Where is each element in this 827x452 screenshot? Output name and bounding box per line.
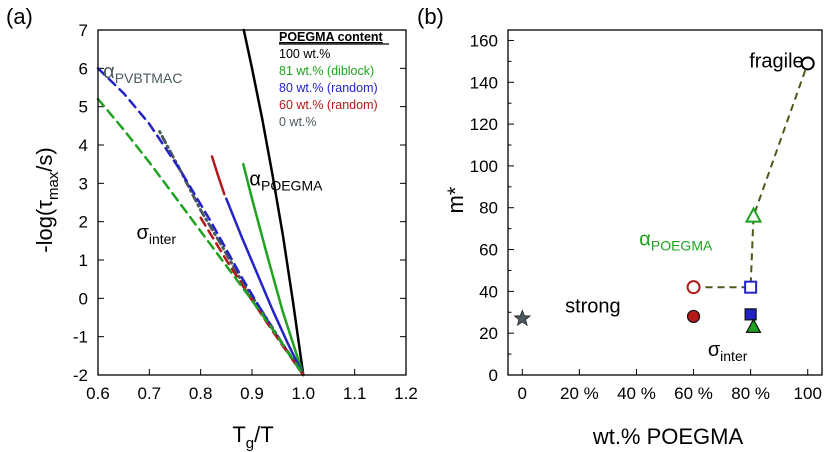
y-tick-label: -2 — [73, 366, 88, 385]
panel-a-plot-area — [96, 28, 305, 377]
panel-a-x-axis-label: Tg/T — [232, 422, 273, 452]
y-tick-label: 3 — [79, 174, 88, 193]
fragile-label: fragile — [749, 51, 803, 73]
panel-a-ticks: 0.6 0.7 0.8 0.9 1.0 1.1 1.2 -2 -1 0 1 2 3 4 5 6 7 — [73, 21, 418, 403]
legend-title: POEGMA content — [279, 30, 384, 44]
x-tick-label: 0.6 — [86, 384, 110, 403]
panel-a-chart: (a) -log(τmax/s) Tg/T 0.6 0.7 0.8 0.9 1.0 1.1… — [6, 4, 418, 452]
sigma-inter-label: σinter — [137, 222, 177, 247]
y-tick-label: 0 — [79, 289, 88, 308]
data-point — [744, 280, 758, 294]
series-line — [158, 130, 305, 377]
panel-b-y-axis-label: m* — [443, 186, 468, 213]
x-tick-label: 0.8 — [189, 384, 213, 403]
x-tick-label: 0.9 — [240, 384, 264, 403]
y-tick-label: 80 — [479, 199, 498, 218]
x-tick-label: 20 % — [560, 384, 599, 403]
y-tick-label: 4 — [79, 136, 88, 155]
y-tick-label: 2 — [79, 213, 88, 232]
legend: POEGMA content 100 wt.% 81 wt.% (diblock) 8… — [279, 30, 389, 129]
x-tick-label: 1.0 — [292, 384, 316, 403]
panel-b-x-axis-label: wt.% POEGMA — [592, 424, 744, 449]
series-line — [242, 28, 305, 377]
x-tick-label: 0.7 — [138, 384, 162, 403]
panel-a-y-axis-label: -log(τmax/s) — [32, 147, 62, 253]
y-tick-label: 1 — [79, 251, 88, 270]
panel-b-chart: (b) m* wt.% POEGMA 0 20 % 40 % 60 % 80 % 1000… — [417, 4, 823, 449]
y-tick-label: 160 — [470, 31, 498, 50]
y-tick-label: 0 — [489, 366, 498, 385]
x-tick-label: 60 % — [674, 384, 713, 403]
data-point — [513, 309, 532, 327]
legend-entry: 80 wt.% (random) — [279, 81, 378, 95]
y-tick-label: 120 — [470, 115, 498, 134]
y-tick-label: -1 — [73, 328, 88, 347]
series-line — [210, 155, 226, 196]
x-tick-label: 1.1 — [343, 384, 367, 403]
data-point — [800, 56, 815, 71]
y-tick-label: 6 — [79, 59, 88, 78]
alpha-poegma-label: αPOEGMA — [249, 168, 323, 193]
series-line — [96, 97, 305, 377]
legend-entry: 60 wt.% (random) — [279, 98, 378, 112]
sigma-inter-b-label: σinter — [708, 339, 748, 364]
series-line — [242, 162, 305, 377]
y-tick-label: 100 — [470, 157, 498, 176]
panel-a-frame — [97, 29, 407, 376]
strong-label: strong — [565, 295, 621, 317]
panel-b-frame — [507, 29, 823, 376]
legend-entry: 100 wt.% — [279, 47, 330, 61]
legend-entry: 0 wt.% — [279, 115, 317, 129]
alpha-pvbtmac-label: αPVBTMAC — [103, 61, 182, 86]
y-tick-label: 40 — [479, 282, 498, 301]
x-tick-label: 100 — [794, 384, 822, 403]
panel-a-annotations: αPVBTMAC αPOEGMA σinter — [103, 61, 323, 247]
x-tick-label: 1.2 — [394, 384, 418, 403]
panel-b-label: (b) — [417, 4, 444, 29]
series-line — [225, 197, 305, 377]
panel-b-ticks: 0 20 % 40 % 60 % 80 % 100 0 20 40 60 80 100 120 140 16… — [470, 31, 822, 403]
connector-line — [693, 63, 809, 289]
panel-b-annotations: fragile strong αPOEGMA σinter — [565, 51, 804, 365]
panel-a-label: (a) — [6, 4, 33, 29]
x-tick-label: 40 % — [617, 384, 656, 403]
x-tick-label: 80 % — [731, 384, 770, 403]
y-tick-label: 5 — [79, 98, 88, 117]
data-point — [744, 206, 763, 223]
legend-entry: 81 wt.% (diblock) — [279, 64, 374, 78]
y-tick-label: 140 — [470, 73, 498, 92]
x-tick-label: 0 — [518, 384, 527, 403]
panel-b-plot-area — [513, 56, 815, 334]
data-point — [744, 308, 757, 321]
y-tick-label: 7 — [79, 21, 88, 40]
y-tick-label: 60 — [479, 241, 498, 260]
data-point — [686, 280, 701, 295]
data-point — [745, 318, 762, 334]
alpha-poegma-b-label: αPOEGMA — [639, 228, 713, 253]
data-point — [686, 309, 701, 324]
y-tick-label: 20 — [479, 324, 498, 343]
